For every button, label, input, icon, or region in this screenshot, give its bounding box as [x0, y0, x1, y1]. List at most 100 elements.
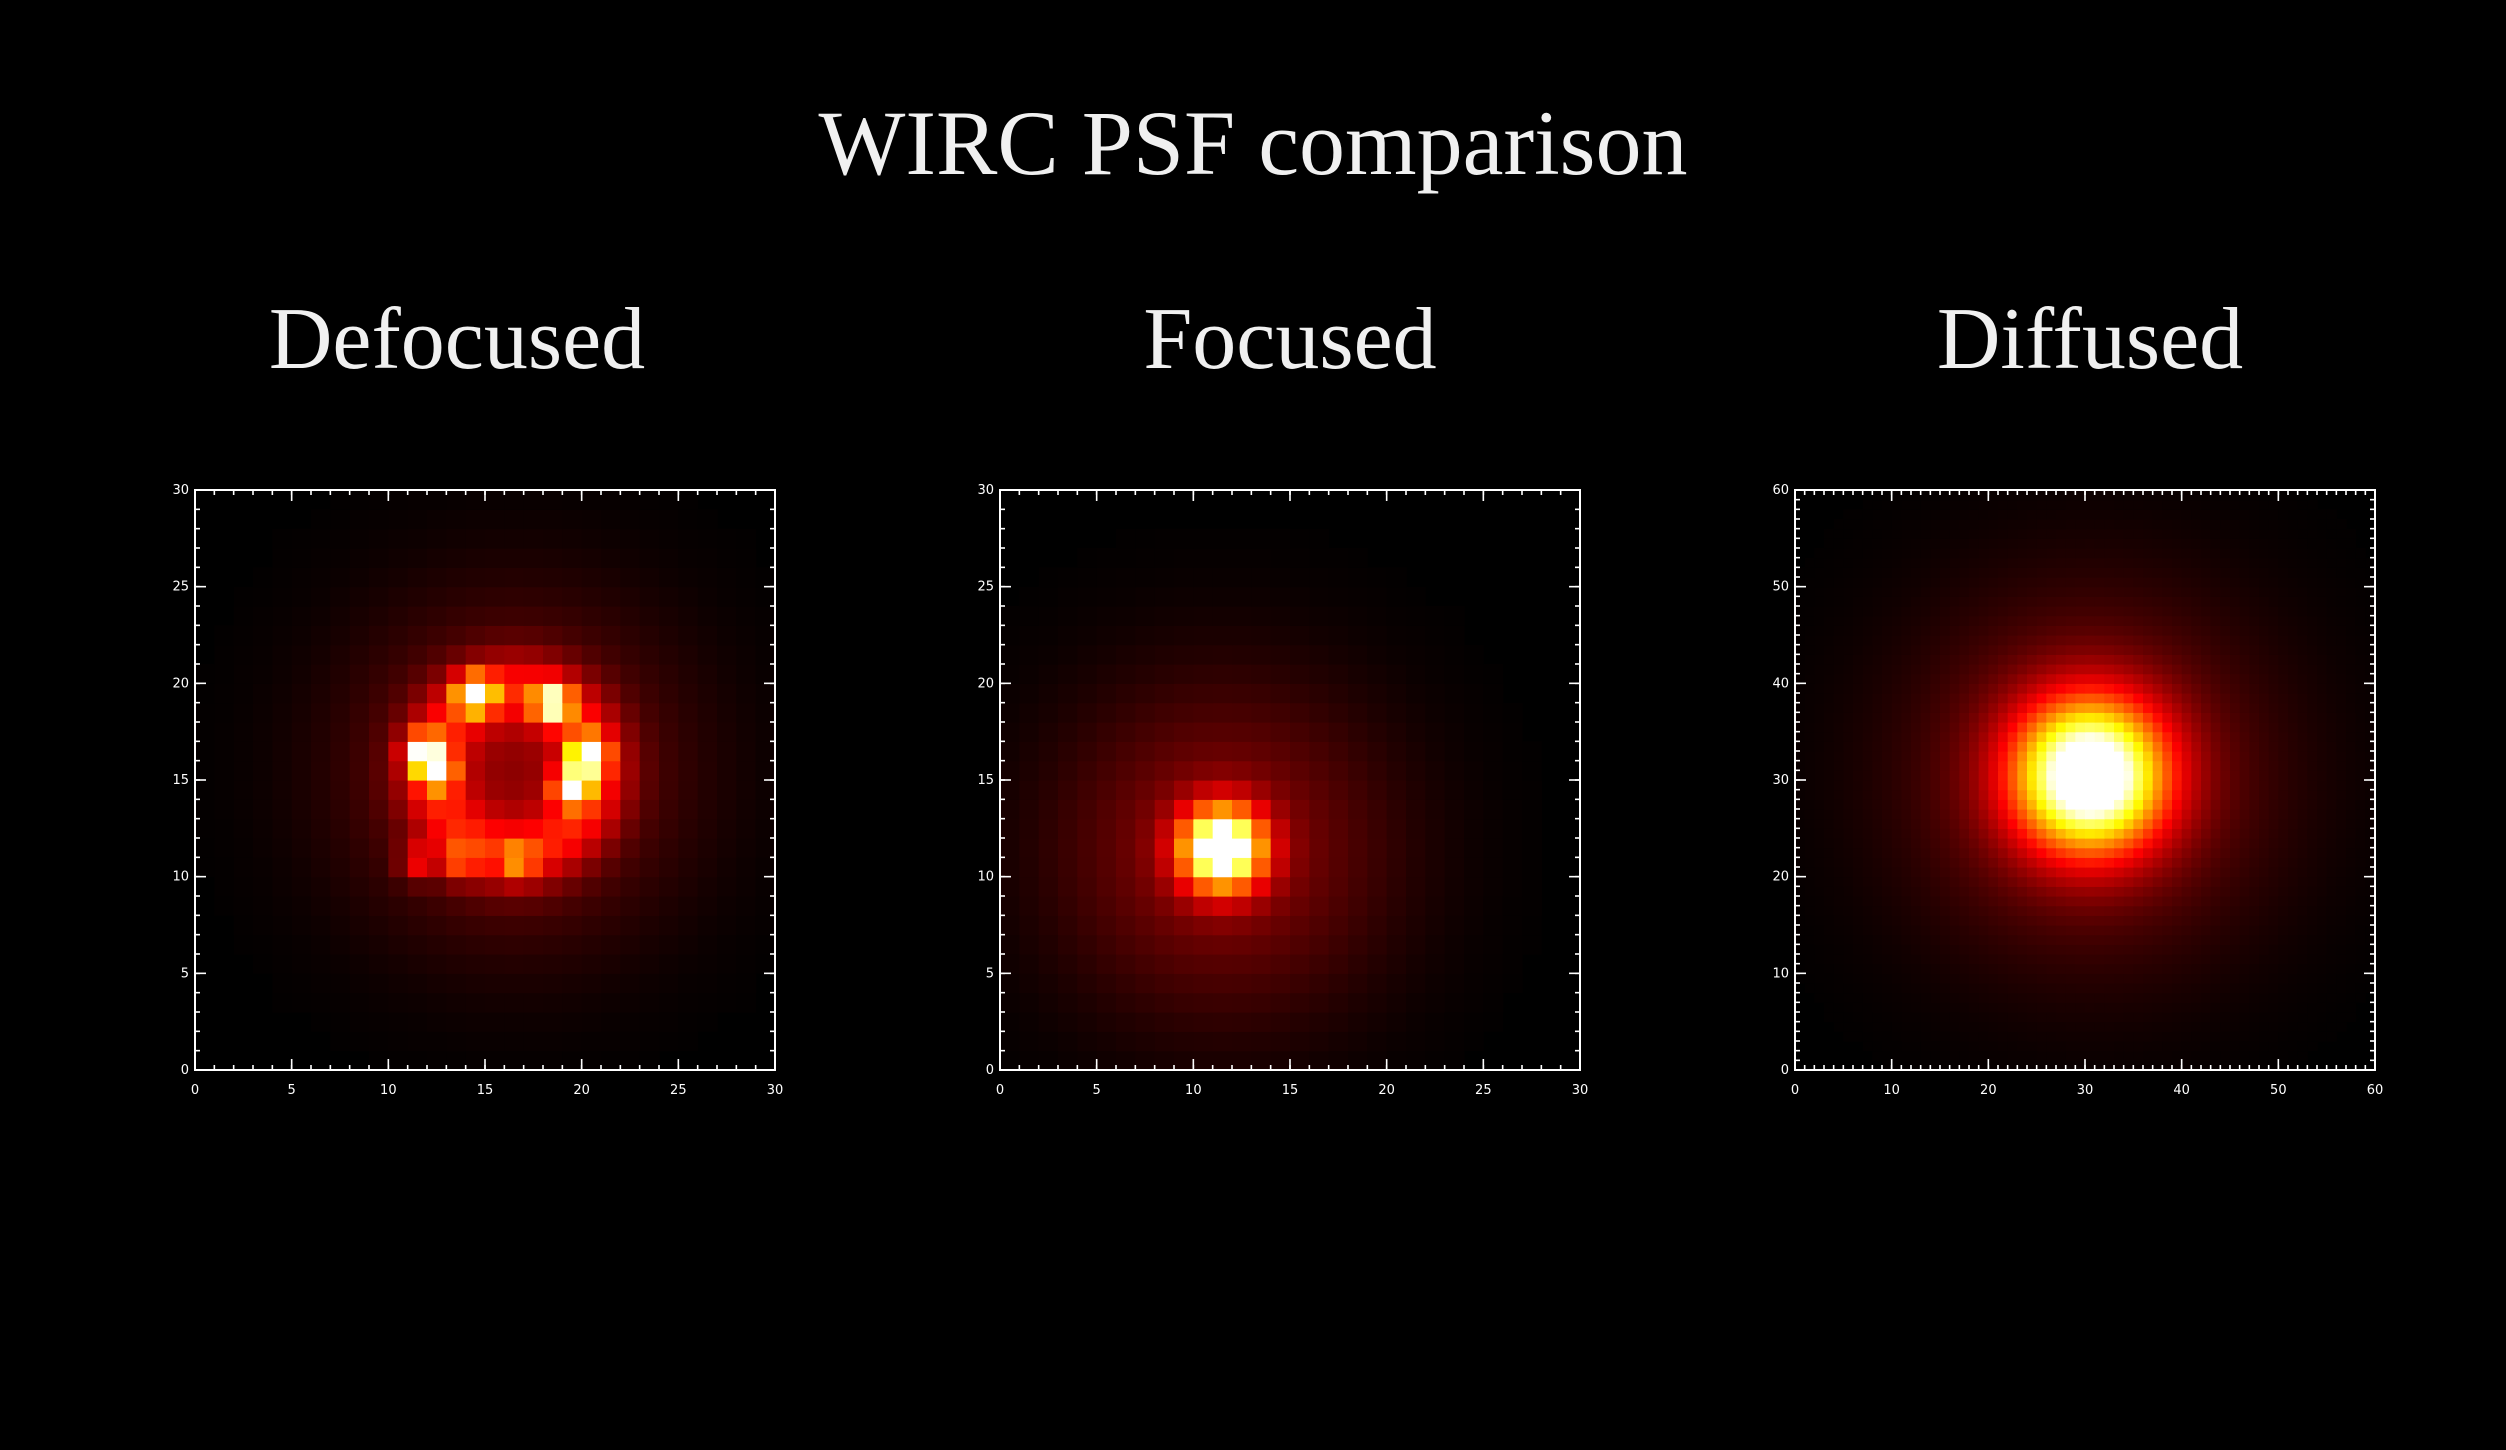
heatmap-cell	[2297, 983, 2308, 994]
heatmap-cell	[2278, 799, 2289, 810]
heatmap-cell	[1843, 876, 1854, 887]
heatmap-cell	[2017, 838, 2028, 849]
heatmap-cell	[2201, 586, 2212, 597]
heatmap-cell	[1901, 983, 1912, 994]
heatmap-cell	[2297, 683, 2308, 694]
heatmap-cell	[2172, 799, 2183, 810]
heatmap-cell	[543, 722, 563, 742]
heatmap-cell	[2346, 577, 2357, 588]
heatmap-cell	[2123, 606, 2134, 617]
heatmap-cell	[2278, 828, 2289, 839]
heatmap-cell	[1988, 615, 1999, 626]
heatmap-cell	[465, 702, 486, 723]
heatmap-cells	[1795, 490, 2376, 1071]
heatmap-cell	[504, 992, 525, 1013]
heatmap-cell	[1270, 915, 1291, 936]
heatmap-cell	[2336, 973, 2347, 984]
heatmap-cell	[1270, 625, 1291, 646]
heatmap-cell	[2326, 635, 2337, 646]
heatmap-cell	[1949, 857, 1960, 868]
heatmap-cell	[1804, 896, 1815, 907]
heatmap-cell	[2210, 625, 2221, 636]
heatmap-cell	[1891, 847, 1902, 858]
heatmap-cell	[2036, 606, 2047, 617]
heatmap-cell	[2181, 693, 2192, 704]
heatmap-cell	[2114, 915, 2125, 926]
heatmap-cell	[2065, 944, 2076, 955]
heatmap-cell	[2085, 1060, 2096, 1071]
heatmap-cell	[2017, 915, 2028, 926]
heatmap-cell	[601, 509, 621, 530]
heatmap-cell	[2239, 780, 2250, 791]
heatmap-cell	[1309, 760, 1330, 781]
y-tick-label: 15	[977, 773, 994, 788]
heatmap-cell	[2181, 818, 2192, 829]
heatmap-cell	[2036, 770, 2047, 781]
heatmap-cell	[2181, 925, 2192, 936]
heatmap-cell	[2346, 741, 2357, 752]
heatmap-cell	[1882, 596, 1893, 607]
heatmap-cell	[2065, 664, 2076, 675]
heatmap-cell	[2201, 896, 2212, 907]
heatmap-cell	[1998, 1021, 2009, 1032]
heatmap-cell	[2181, 789, 2192, 800]
heatmap-cell	[1058, 896, 1078, 916]
heatmap-cell	[1824, 644, 1835, 655]
heatmap-cell	[1882, 606, 1893, 617]
heatmap-cell	[1862, 751, 1873, 762]
heatmap-cell	[2326, 886, 2337, 897]
heatmap-cell	[2007, 915, 2018, 926]
heatmap-cell	[2210, 722, 2221, 733]
heatmap-cell	[1154, 567, 1175, 588]
heatmap-cell	[2210, 1050, 2221, 1061]
heatmap-cell	[1444, 915, 1465, 936]
heatmap-cell	[369, 664, 389, 684]
heatmap-cell	[1911, 760, 1922, 771]
heatmap-cell	[1116, 838, 1136, 858]
heatmap-cell	[2230, 567, 2241, 578]
heatmap-cell	[659, 780, 679, 800]
heatmap-cell	[2317, 934, 2328, 945]
heatmap-cell	[1019, 1031, 1040, 1052]
heatmap-cell	[1193, 934, 1214, 955]
heatmap-cell	[2104, 712, 2115, 723]
heatmap-cell	[1270, 664, 1291, 684]
heatmap-cell	[349, 606, 370, 626]
heatmap-cell	[2355, 596, 2366, 607]
heatmap-cell	[697, 664, 718, 684]
x-tick-label: 10	[1185, 1083, 1202, 1098]
heatmap-cell	[2201, 1031, 2212, 1042]
heatmap-cell	[1096, 934, 1117, 955]
heatmap-cell	[2152, 741, 2163, 752]
heatmap-cell	[2220, 577, 2231, 588]
heatmap-cell	[1814, 683, 1825, 694]
heatmap-cell	[1804, 780, 1815, 791]
heatmap-cell	[2046, 741, 2057, 752]
heatmap-cell	[2365, 944, 2376, 955]
heatmap-cell	[2220, 809, 2231, 820]
heatmap-cell	[446, 857, 467, 878]
heatmap-cell	[330, 1012, 351, 1032]
heatmap-cell	[1464, 934, 1484, 955]
heatmap-cell	[2094, 905, 2105, 916]
heatmap-cell	[2114, 673, 2125, 684]
heatmap-cell	[485, 722, 505, 742]
heatmap-cell	[1814, 673, 1825, 684]
heatmap-cell	[465, 973, 486, 994]
heatmap-cell	[1911, 828, 1922, 839]
heatmap-cell	[2355, 760, 2366, 771]
heatmap-cell	[446, 780, 467, 800]
heatmap-cell	[1969, 934, 1980, 945]
heatmap-cell	[2094, 789, 2105, 800]
heatmap-cell	[1949, 1021, 1960, 1032]
heatmap-cell	[2288, 625, 2299, 636]
heatmap-cell	[659, 760, 679, 781]
heatmap-cell	[1978, 992, 1989, 1003]
heatmap-cell	[2114, 944, 2125, 955]
heatmap-cell	[1367, 992, 1388, 1013]
heatmap-cell	[2220, 702, 2231, 713]
heatmap-cell	[2268, 992, 2279, 1003]
heatmap-cell	[1978, 673, 1989, 684]
heatmap-cell	[1853, 1012, 1864, 1023]
heatmap-cell	[678, 780, 699, 800]
